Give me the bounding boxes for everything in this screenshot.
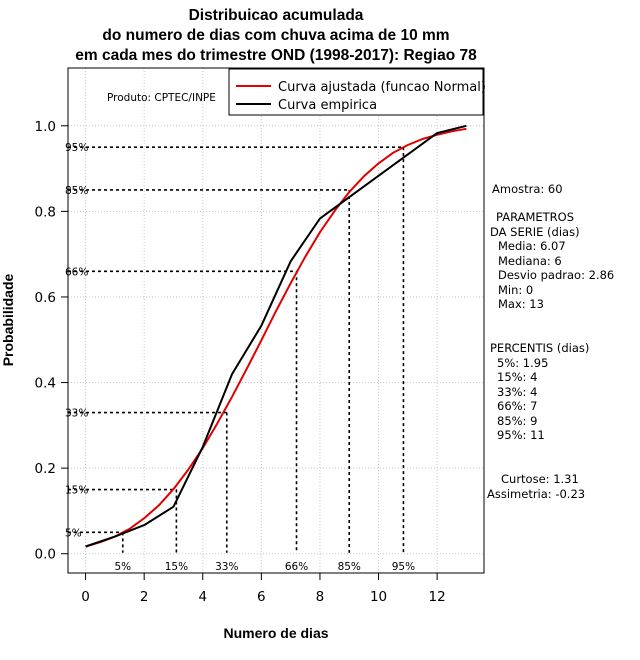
percentile-reference-lines (68, 146, 405, 553)
param-max: Max: 13 (498, 297, 544, 311)
x-tick-label-5: 10 (370, 589, 387, 605)
ref-label-left-1: 15% (65, 485, 88, 497)
ref-label-bottom-5: 95% (392, 561, 415, 573)
y-tick-label-1: 0.2 (35, 461, 56, 477)
x-tick-label-4: 8 (316, 589, 325, 605)
param-median: Mediana: 6 (498, 254, 562, 268)
sample-size: Amostra: 60 (492, 182, 563, 196)
y-tick-label-5: 1.0 (35, 119, 56, 135)
y-tick-label-4: 0.8 (35, 204, 56, 220)
parameters-subheader: DA SERIE (dias) (490, 225, 580, 239)
ref-label-left-5: 95% (65, 142, 88, 154)
legend-box (228, 68, 484, 116)
percentile-5: 5%: 1.95 (497, 356, 548, 370)
product-credit: Produto: CPTEC/INPE (107, 92, 216, 104)
x-tick-label-0: 0 (81, 589, 90, 605)
chart-title-line-3: em cada mes do trimestre OND (1998-2017)… (75, 47, 477, 64)
percentile-66: 66%: 7 (497, 399, 537, 413)
grid-lines (68, 68, 484, 573)
x-tick-label-2: 4 (198, 589, 207, 605)
ref-label-left-2: 33% (65, 408, 88, 420)
percentile-95: 95%: 11 (497, 428, 545, 442)
parameters-header: PARAMETROS (496, 210, 574, 224)
skewness: Assimetria: -0.23 (487, 487, 585, 501)
y-axis-title: Probabilidade (0, 274, 16, 367)
percentile-labels: 5% 5% 15% 15% 33% 33% 66% 66% 85% 85% 95% 95% (65, 142, 415, 573)
ref-label-bottom-2: 33% (215, 561, 238, 573)
param-stddev: Desvio padrao: 2.86 (498, 268, 614, 282)
param-mean: Media: 6.07 (498, 239, 566, 253)
ref-label-left-3: 66% (65, 266, 88, 278)
ref-label-bottom-0: 5% (114, 561, 131, 573)
chart-title-line-1: Distribuicao acumulada (189, 7, 364, 24)
x-axis-title: Numero de dias (223, 625, 328, 641)
percentiles-header: PERCENTIS (dias) (490, 341, 589, 355)
legend-label-fitted: Curva ajustada (funcao Normal) (278, 80, 486, 95)
series-line-empirical (85, 124, 467, 548)
percentile-85: 85%: 9 (497, 414, 537, 428)
stats-panel: Amostra: 60 PARAMETROS DA SERIE (dias) M… (487, 182, 614, 501)
ref-label-left-0: 5% (65, 527, 82, 539)
ref-label-bottom-1: 15% (165, 561, 188, 573)
x-tick-label-3: 6 (257, 589, 266, 605)
percentile-15: 15%: 4 (497, 370, 537, 384)
param-min: Min: 0 (498, 283, 533, 297)
y-tick-label-2: 0.4 (35, 376, 56, 392)
legend-label-empirical: Curva empirica (278, 98, 377, 113)
y-tick-label-0: 0.0 (35, 547, 56, 563)
percentile-33: 33%: 4 (497, 385, 537, 399)
series-group (85, 124, 467, 548)
kurtosis: Curtose: 1.31 (501, 472, 579, 486)
legend: Curva ajustada (funcao Normal) Curva emp… (228, 68, 486, 116)
series-line-fitted-normal (85, 127, 467, 548)
axes: 0 2 4 6 8 10 12 0.0 0.2 0.4 0.6 0.8 1.0 (35, 119, 446, 605)
x-tick-label-1: 2 (140, 589, 149, 605)
chart-title-line-2: do numero de dias com chuva acima de 10 … (102, 27, 449, 44)
ref-label-bottom-3: 66% (285, 561, 308, 573)
x-tick-label-6: 12 (429, 589, 446, 605)
ref-label-left-4: 85% (65, 185, 88, 197)
y-tick-label-3: 0.6 (35, 290, 56, 306)
ref-label-bottom-4: 85% (338, 561, 361, 573)
